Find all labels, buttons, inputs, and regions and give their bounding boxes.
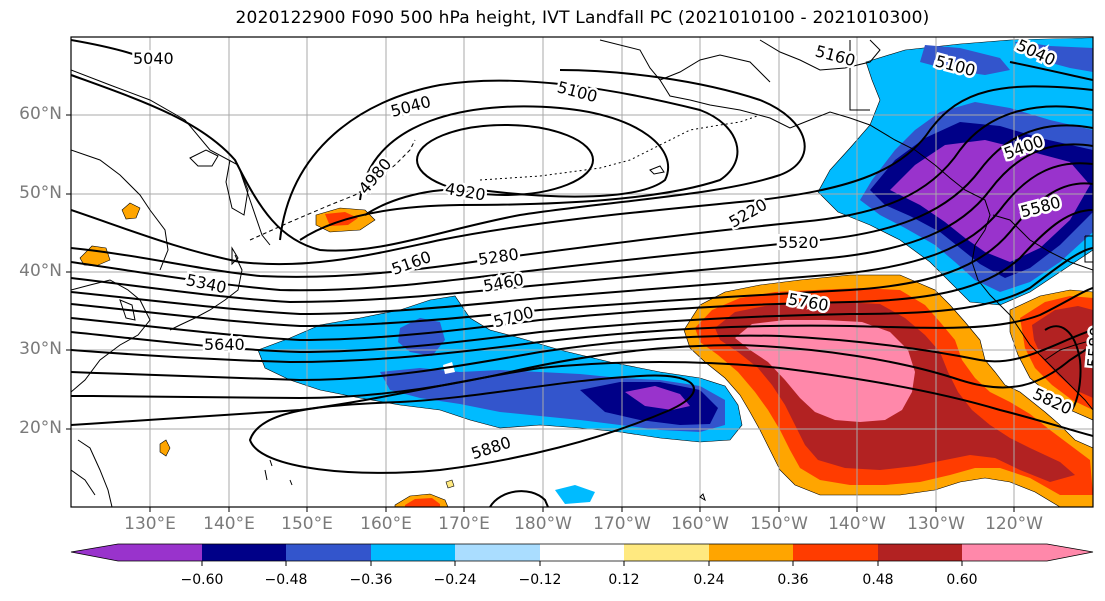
negative-anomaly-central bbox=[257, 295, 743, 504]
map-title: 2020122900 F090 500 hPa height, IVT Land… bbox=[235, 8, 930, 28]
contour-label: 5520 bbox=[778, 233, 819, 252]
colorbar-tick-label: −0.24 bbox=[433, 572, 477, 588]
lon-label: 130°E bbox=[124, 514, 176, 534]
colorbar-segment bbox=[286, 544, 371, 561]
lon-label: 180°W bbox=[514, 514, 572, 534]
colorbar-segment bbox=[371, 544, 456, 561]
lat-label: 30°N bbox=[19, 339, 62, 359]
colorbar bbox=[70, 543, 1094, 566]
colorbar-segment bbox=[709, 544, 794, 561]
contour-label: 5580 bbox=[1084, 326, 1105, 368]
colorbar-tick-label: −0.48 bbox=[264, 572, 308, 588]
axis-ticks bbox=[66, 114, 1015, 512]
lon-label: 170°E bbox=[438, 514, 490, 534]
colorbar-segment bbox=[540, 544, 625, 561]
lat-label: 50°N bbox=[19, 183, 62, 203]
lon-label: 130°W bbox=[907, 514, 965, 534]
colorbar-tick-label: 0.24 bbox=[693, 572, 725, 588]
colorbar-tick-label: −0.36 bbox=[349, 572, 393, 588]
colorbar-segment bbox=[624, 544, 709, 561]
colorbar-segment bbox=[455, 544, 540, 561]
colorbar-segment bbox=[202, 544, 287, 561]
colorbar-segment bbox=[878, 544, 963, 561]
lat-label: 20°N bbox=[19, 418, 62, 438]
lon-label: 160°W bbox=[671, 514, 729, 534]
colorbar-tick-label: −0.12 bbox=[518, 572, 562, 588]
lat-label: 40°N bbox=[19, 261, 62, 281]
colorbar-tick-label: 0.12 bbox=[608, 572, 640, 588]
colorbar-tick-label: −0.60 bbox=[180, 572, 224, 588]
lon-label: 140°E bbox=[203, 514, 255, 534]
map-plot-area: 5040 5040 4980 4920 5100 5160 5040 5100 … bbox=[71, 37, 1105, 507]
colorbar-segment bbox=[793, 544, 878, 561]
lon-label: 160°E bbox=[360, 514, 412, 534]
lon-label: 150°E bbox=[281, 514, 333, 534]
colorbar-tick-label: 0.36 bbox=[777, 572, 809, 588]
colorbar-tick-label: 0.60 bbox=[946, 572, 978, 588]
colorbar-segment bbox=[962, 544, 1093, 561]
colorbar-segment bbox=[71, 544, 202, 561]
lon-label: 150°W bbox=[750, 514, 808, 534]
lon-label: 140°W bbox=[828, 514, 886, 534]
contour-label: 5640 bbox=[204, 335, 245, 354]
lon-label: 120°W bbox=[985, 514, 1043, 534]
contour-label: 5040 bbox=[133, 49, 174, 68]
lat-label: 60°N bbox=[19, 104, 62, 124]
lon-label: 170°W bbox=[593, 514, 651, 534]
colorbar-tick-label: 0.48 bbox=[862, 572, 894, 588]
positive-anomaly-east bbox=[79, 202, 1093, 507]
height-contours bbox=[71, 39, 1093, 507]
